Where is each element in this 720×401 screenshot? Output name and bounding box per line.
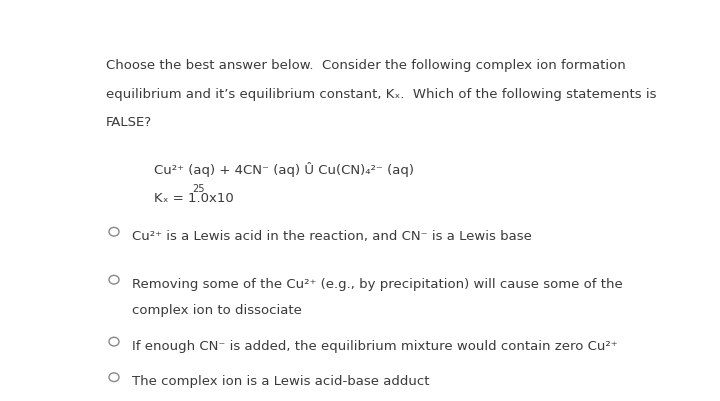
Text: complex ion to dissociate: complex ion to dissociate (132, 303, 302, 316)
Text: The complex ion is a Lewis acid-base adduct: The complex ion is a Lewis acid-base add… (132, 374, 429, 387)
Text: Choose the best answer below.  Consider the following complex ion formation: Choose the best answer below. Consider t… (106, 59, 626, 72)
Text: FALSE?: FALSE? (106, 116, 152, 129)
Text: 25: 25 (192, 183, 204, 193)
Text: Kₓ = 1.0x10: Kₓ = 1.0x10 (154, 192, 234, 205)
Text: Removing some of the Cu²⁺ (e.g., by precipitation) will cause some of the: Removing some of the Cu²⁺ (e.g., by prec… (132, 277, 623, 290)
Text: equilibrium and it’s equilibrium constant, Kₓ.  Which of the following statement: equilibrium and it’s equilibrium constan… (106, 87, 656, 100)
Text: If enough CN⁻ is added, the equilibrium mixture would contain zero Cu²⁺: If enough CN⁻ is added, the equilibrium … (132, 339, 618, 352)
Text: Cu²⁺ (aq) + 4CN⁻ (aq) Û Cu(CN)₄²⁻ (aq): Cu²⁺ (aq) + 4CN⁻ (aq) Û Cu(CN)₄²⁻ (aq) (154, 161, 414, 176)
Text: Cu²⁺ is a Lewis acid in the reaction, and CN⁻ is a Lewis base: Cu²⁺ is a Lewis acid in the reaction, an… (132, 229, 532, 242)
